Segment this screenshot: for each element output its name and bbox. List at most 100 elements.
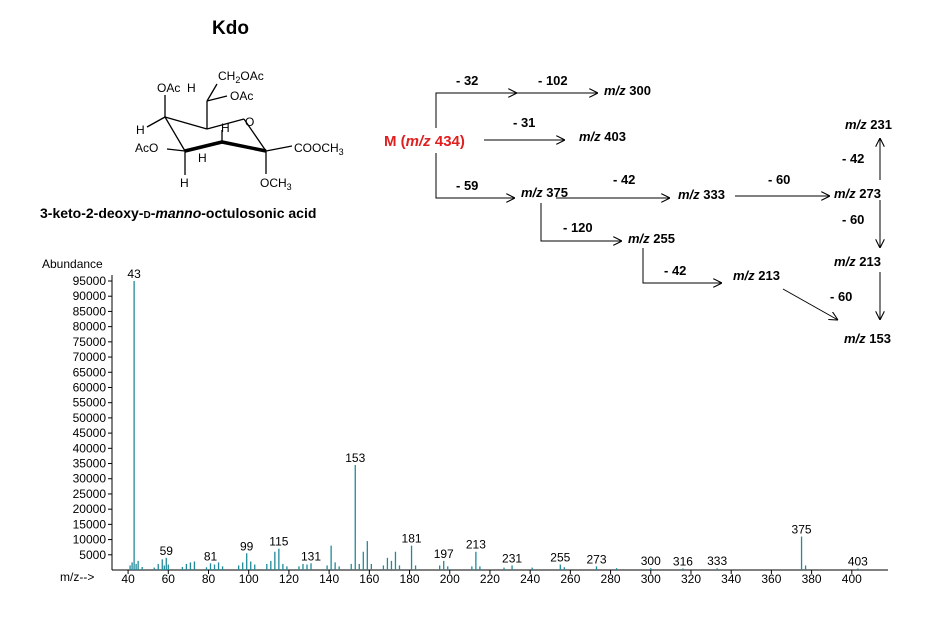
x-tick-label: 360 [761, 572, 781, 586]
y-tick-label: 15000 [73, 517, 107, 531]
x-tick-label: 80 [202, 572, 216, 586]
x-axis-label: m/z--> [60, 570, 94, 584]
loss-42-a: - 42 [613, 172, 635, 187]
x-tick-label: 40 [121, 572, 135, 586]
y-tick-label: 25000 [73, 487, 107, 501]
x-tick-label: 180 [400, 572, 420, 586]
loss-102: - 102 [538, 73, 568, 88]
y-tick-label: 35000 [73, 457, 107, 471]
peak-label: 213 [466, 538, 486, 552]
label-ch2oac: CH2OAc [218, 69, 264, 85]
fragment-ions: m/z 300 m/z 403 m/z 375 m/z 333 m/z 273 … [521, 83, 892, 346]
ion-231: m/z 231 [845, 117, 892, 132]
x-tick-label: 320 [681, 572, 701, 586]
x-ticks: 40 60 80 100 120 140 160 180 200 220 240 260 280 300 3… [121, 570, 862, 586]
y-tick-label: 10000 [73, 533, 107, 547]
y-tick-label: 50000 [73, 411, 107, 425]
ion-255: m/z 255 [628, 231, 675, 246]
peak-label: 99 [240, 539, 254, 553]
y-tick-label: 75000 [73, 335, 107, 349]
peak-label: 231 [502, 551, 522, 565]
y-tick-label: 80000 [73, 320, 107, 334]
peak-label: 375 [792, 523, 812, 537]
x-tick-label: 160 [359, 572, 379, 586]
x-tick-label: 300 [641, 572, 661, 586]
ion-403: m/z 403 [579, 129, 626, 144]
y-tick-label: 65000 [73, 365, 107, 379]
ion-375: m/z 375 [521, 185, 568, 200]
x-tick-label: 260 [560, 572, 580, 586]
y-tick-label: 70000 [73, 350, 107, 364]
parent-ion: M (m/z 434) [384, 133, 465, 150]
x-tick-label: 140 [319, 572, 339, 586]
x-tick-label: 280 [601, 572, 621, 586]
peak-label: 197 [434, 547, 454, 561]
label-o-ring: O [245, 115, 254, 129]
scheme-lines [435, 93, 880, 320]
label-h-left: H [136, 123, 145, 137]
loss-32: - 32 [456, 73, 478, 88]
peak-label: 273 [586, 552, 606, 566]
x-tick-label: 340 [721, 572, 741, 586]
loss-31: - 31 [513, 115, 535, 130]
label-oac-top-right: OAc [230, 89, 253, 103]
ion-300: m/z 300 [604, 83, 651, 98]
ion-333: m/z 333 [678, 187, 725, 202]
x-tick-label: 400 [842, 572, 862, 586]
loss-60-a: - 60 [768, 172, 790, 187]
structure-labels: CH2OAc OAc H OAc H O H AcO H H COOCH3 OC… [135, 69, 344, 192]
peak-label: 181 [402, 532, 422, 546]
y-tick-label: 85000 [73, 304, 107, 318]
fragmentation-scheme: M (m/z 434) - 32 - 102 - 31 - 59 - 42 - … [384, 73, 892, 346]
label-oac-top-left: OAc [157, 81, 180, 95]
label-h-top-left: H [187, 81, 196, 95]
y-tick-label: 55000 [73, 396, 107, 410]
ion-273: m/z 273 [834, 186, 881, 201]
label-cooch3: COOCH3 [294, 141, 344, 157]
y-tick-label: 30000 [73, 472, 107, 486]
x-tick-label: 380 [802, 572, 822, 586]
y-tick-label: 45000 [73, 426, 107, 440]
x-tick-label: 60 [162, 572, 176, 586]
label-h-ring-mid: H [198, 151, 207, 165]
structure-name: 3-keto-2-deoxy-D-manno-octulosonic acid [40, 205, 316, 221]
loss-59: - 59 [456, 178, 478, 193]
label-aco-left: AcO [135, 141, 158, 155]
x-tick-label: 200 [440, 572, 460, 586]
peak-label: 403 [848, 554, 868, 568]
y-tick-label: 20000 [73, 502, 107, 516]
peak-label: 153 [345, 451, 365, 465]
peak-label: 300 [641, 554, 661, 568]
peak-label: 115 [269, 535, 288, 549]
kdo-structure: Kdo CH2OAc OAc H OA [40, 18, 344, 221]
y-tick-label: 60000 [73, 380, 107, 394]
peak-label: 333 [707, 554, 727, 568]
peak-label: 81 [204, 549, 218, 563]
loss-42-b: - 42 [664, 263, 686, 278]
peak-label: 316 [673, 554, 693, 568]
y-axis-label: Abundance [42, 257, 103, 271]
x-tick-label: 100 [239, 572, 259, 586]
ion-213-mid: m/z 213 [733, 268, 780, 283]
y-tick-label: 90000 [73, 289, 107, 303]
y-tick-label: 95000 [73, 274, 107, 288]
peak-label: 59 [160, 544, 174, 558]
spectrum-peaks [129, 281, 859, 570]
loss-42-c: - 42 [842, 151, 864, 166]
x-tick-label: 240 [520, 572, 540, 586]
label-h-bottom: H [180, 176, 189, 190]
peak-labels: 43 59 81 99 115 131 153 181 197 213 231 255 273 300 31… [127, 267, 868, 568]
x-tick-label: 220 [480, 572, 500, 586]
label-h-ring-right: H [221, 121, 230, 135]
structure-title: Kdo [212, 18, 249, 39]
ion-153: m/z 153 [844, 331, 891, 346]
ion-213-right: m/z 213 [834, 254, 881, 269]
neutral-losses: - 32 - 102 - 31 - 59 - 42 - 60 - 120 - 4… [456, 73, 864, 304]
y-tick-label: 5000 [79, 548, 106, 562]
loss-120: - 120 [563, 220, 593, 235]
peak-label: 131 [301, 549, 321, 563]
loss-60-c: - 60 [830, 289, 852, 304]
